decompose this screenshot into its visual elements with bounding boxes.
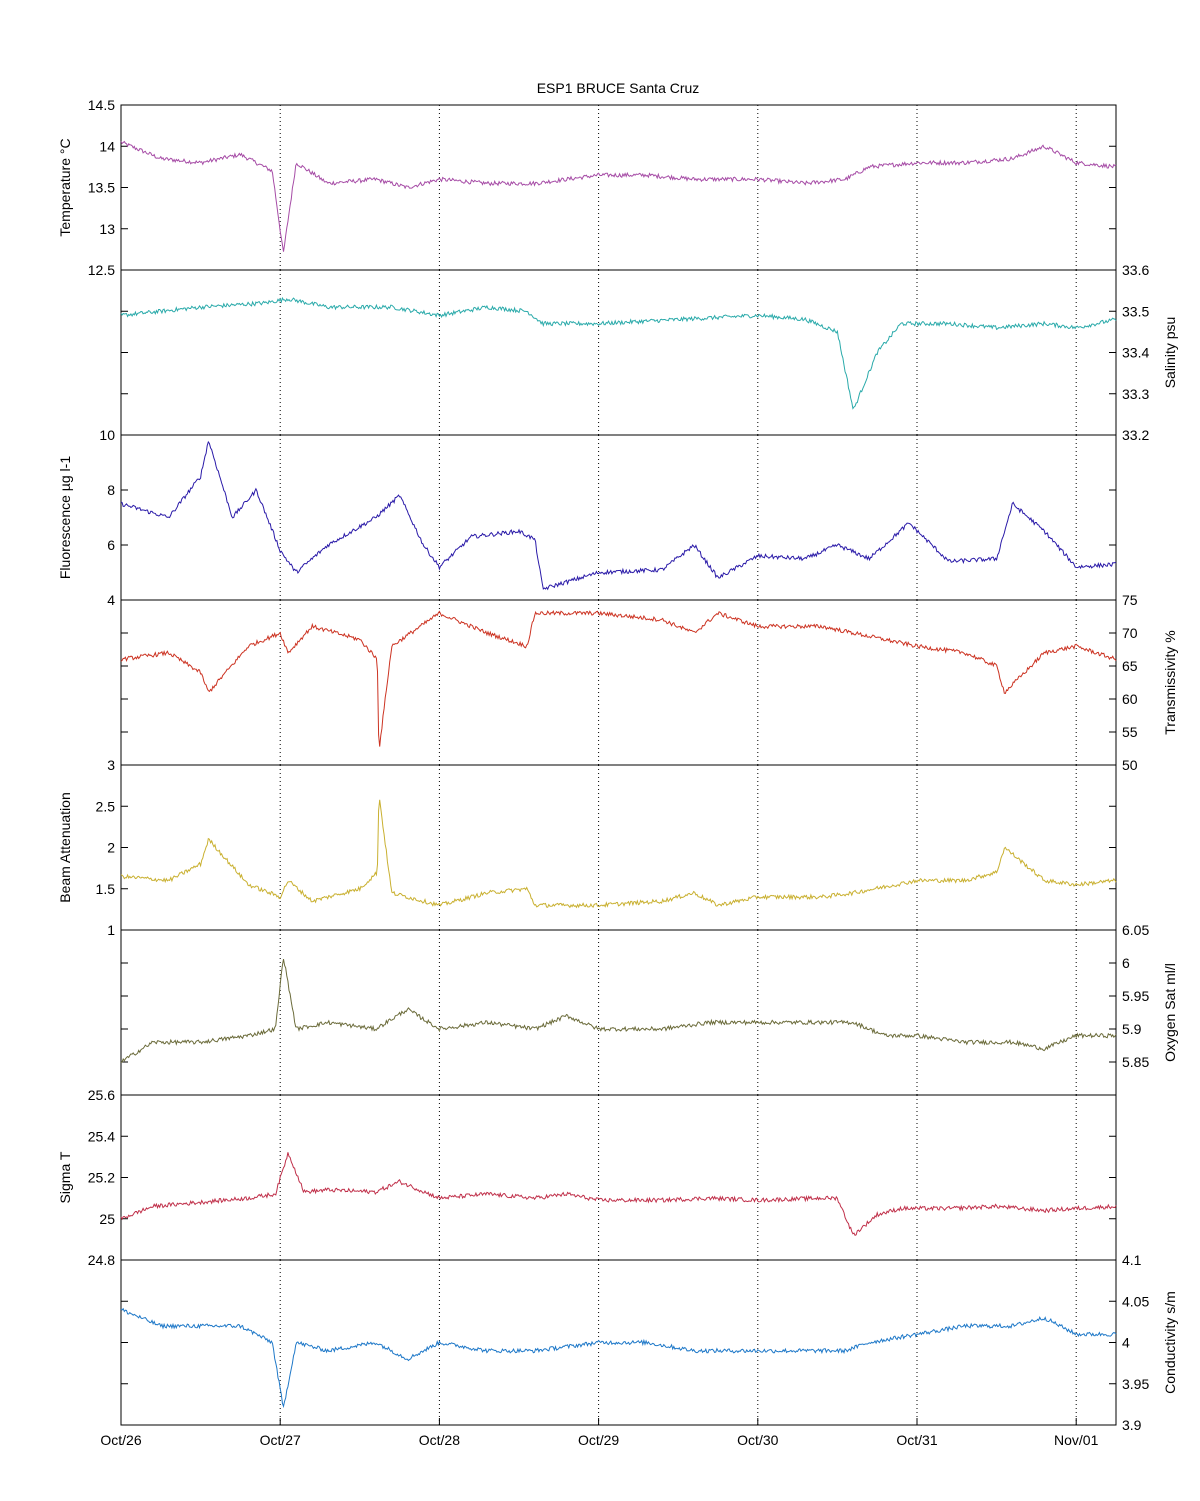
panel-6: 5.85 5.9 5.95 6 6.05 Oxygen Sat ml/l: [120, 922, 1178, 1096]
series-line: [120, 140, 1117, 252]
y-tick-label: 5.95: [1122, 988, 1149, 1004]
y-tick-label: 1: [107, 922, 115, 938]
series-line: [120, 959, 1117, 1063]
y-axis-label: Temperature °C: [57, 138, 73, 236]
series-line: [120, 1307, 1117, 1409]
y-tick-label: 6: [1122, 955, 1130, 971]
x-tick-label: Oct/26: [100, 1432, 141, 1448]
series-line: [120, 799, 1117, 909]
y-tick-label: 25.6: [88, 1087, 115, 1103]
y-axis-label: Beam Attenuation: [57, 792, 73, 903]
y-tick-label: 4.1: [1122, 1252, 1142, 1268]
x-tick-label: Oct/29: [578, 1432, 619, 1448]
y-tick-label: 6.05: [1122, 922, 1149, 938]
x-tick-label: Oct/31: [896, 1432, 937, 1448]
y-tick-label: 33.2: [1122, 427, 1149, 443]
y-tick-label: 1.5: [96, 881, 116, 897]
x-tick-label: Nov/01: [1054, 1432, 1099, 1448]
y-axis-label: Transmissivity %: [1162, 630, 1178, 735]
y-tick-label: 13: [99, 221, 115, 237]
y-axis-label: Fluorescence µg l-1: [57, 456, 73, 579]
y-tick-label: 60: [1122, 691, 1138, 707]
x-tick-label: Oct/30: [737, 1432, 778, 1448]
y-axis-label: Salinity psu: [1162, 317, 1178, 389]
y-tick-label: 2.5: [96, 798, 116, 814]
y-tick-label: 25.4: [88, 1128, 115, 1144]
series-line: [120, 1152, 1117, 1236]
y-tick-label: 33.5: [1122, 303, 1149, 319]
series-line: [120, 610, 1117, 747]
y-tick-label: 33.6: [1122, 262, 1149, 278]
x-axis: Oct/26 Oct/27 Oct/28 Oct/29 Oct/30 Oct/31 Nov/…: [100, 1418, 1099, 1448]
series-line: [120, 296, 1117, 410]
y-tick-label: 3.9: [1122, 1417, 1142, 1433]
y-tick-label: 4: [107, 592, 115, 608]
chart-title: ESP1 BRUCE Santa Cruz: [537, 80, 700, 96]
y-tick-label: 2: [107, 840, 115, 856]
y-tick-label: 14.5: [88, 97, 115, 113]
x-tick-label: Oct/27: [260, 1432, 301, 1448]
y-axis-label: Sigma T: [57, 1151, 73, 1203]
series-line: [120, 440, 1117, 591]
y-tick-label: 8: [107, 482, 115, 498]
y-tick-label: 70: [1122, 625, 1138, 641]
y-tick-label: 4: [1122, 1335, 1130, 1351]
y-tick-label: 13.5: [88, 180, 115, 196]
y-tick-label: 50: [1122, 757, 1138, 773]
y-tick-label: 33.3: [1122, 386, 1149, 402]
y-tick-label: 6: [107, 537, 115, 553]
y-axis-label: Oxygen Sat ml/l: [1162, 963, 1178, 1062]
y-tick-label: 3: [107, 757, 115, 773]
panel-2: 33.2 33.3 33.4 33.5 33.6 Salinity psu: [120, 262, 1178, 443]
y-tick-label: 25.2: [88, 1170, 115, 1186]
y-axis-label: Conductivity s/m: [1162, 1291, 1178, 1394]
y-tick-label: 5.85: [1122, 1054, 1149, 1070]
y-tick-label: 5.9: [1122, 1021, 1142, 1037]
y-tick-label: 24.8: [88, 1252, 115, 1268]
y-tick-label: 55: [1122, 724, 1138, 740]
y-tick-label: 75: [1122, 592, 1138, 608]
y-tick-label: 33.4: [1122, 345, 1149, 361]
y-tick-label: 12.5: [88, 262, 115, 278]
y-tick-label: 25: [99, 1211, 115, 1227]
y-tick-label: 4.05: [1122, 1293, 1149, 1309]
x-tick-label: Oct/28: [419, 1432, 460, 1448]
panel-8: 3.9 3.95 4 4.05 4.1 Conductivity s/m: [120, 1252, 1178, 1433]
y-tick-label: 3.95: [1122, 1376, 1149, 1392]
y-tick-label: 14: [99, 138, 115, 154]
y-tick-label: 10: [99, 427, 115, 443]
y-tick-label: 65: [1122, 658, 1138, 674]
